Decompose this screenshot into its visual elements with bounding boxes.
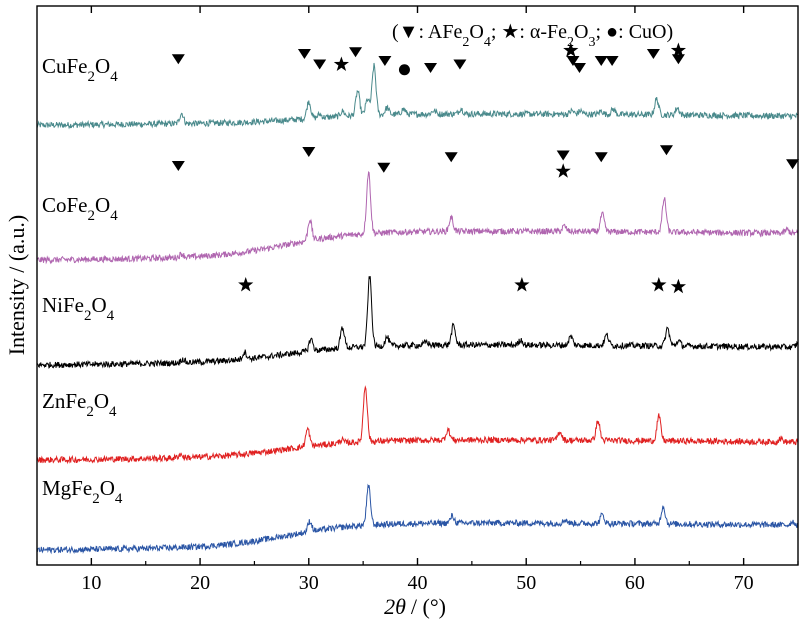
label-layer: CuFe2O4 CoFe2O4 NiFe2O4 ZnFe2O4 MgFe2O4 (42, 54, 123, 507)
peak-marker-fe2o3 (238, 277, 254, 292)
legend-symbol: ★ (501, 21, 519, 43)
series-line-4 (36, 385, 799, 465)
peak-marker-fe2o3 (333, 56, 349, 71)
y-axis-label: Intensity / (a.u.) (4, 215, 29, 356)
x-tick-label: 20 (190, 572, 210, 594)
peak-marker-afe2o4 (671, 54, 685, 65)
axes-layer: 10 20 30 40 50 60 70 (36, 5, 799, 594)
peak-marker-afe2o4 (453, 59, 467, 70)
legend: (▼: AFe2O4; ★: α-Fe2O3; ●: CuO) (392, 21, 673, 50)
peak-marker-afe2o4 (556, 150, 570, 161)
peak-marker-afe2o4 (594, 152, 608, 163)
series-label: CoFe2O4 (42, 193, 118, 224)
peak-marker-fe2o3 (563, 42, 579, 57)
peak-marker-afe2o4 (605, 56, 619, 66)
legend-text: (▼: AFe2O4; ★: α-Fe2O3; ●: CuO) (392, 21, 673, 50)
peak-marker-afe2o4 (378, 56, 392, 66)
x-axis-label-unit: / (°) (411, 594, 446, 619)
peak-marker-afe2o4 (572, 63, 586, 73)
x-tick-label: 50 (516, 572, 536, 594)
series-line-2 (36, 171, 799, 265)
peak-marker-afe2o4 (349, 47, 363, 58)
x-tick-label: 40 (408, 572, 428, 594)
series-line-1 (36, 62, 799, 130)
peak-marker-afe2o4 (424, 63, 438, 73)
peak-marker-fe2o3 (670, 42, 686, 57)
marker-layer (171, 42, 800, 294)
peak-marker-fe2o3 (555, 163, 571, 178)
x-axis-label: 2θ / (°) (384, 594, 446, 619)
peak-marker-cuo (398, 64, 410, 76)
series-label: NiFe2O4 (42, 293, 115, 324)
peak-marker-afe2o4 (594, 56, 608, 66)
x-tick-label: 70 (734, 572, 754, 594)
x-axis-label-symbol: 2θ (384, 594, 406, 619)
peak-marker-afe2o4 (444, 152, 458, 163)
peak-marker-afe2o4 (302, 147, 316, 157)
x-tick-label: 10 (81, 572, 101, 594)
peak-marker-afe2o4 (377, 162, 391, 173)
series-label: CuFe2O4 (42, 54, 118, 85)
peak-marker-afe2o4 (566, 56, 580, 66)
series-line-3 (36, 276, 799, 369)
peak-marker-afe2o4 (297, 49, 311, 59)
x-tick-label: 60 (625, 572, 645, 594)
peak-marker-afe2o4 (313, 59, 327, 70)
peak-marker-fe2o3 (670, 278, 686, 294)
peak-marker-afe2o4 (171, 54, 185, 65)
peak-marker-afe2o4 (646, 49, 660, 59)
series-layer (36, 62, 799, 555)
peak-marker-afe2o4 (171, 161, 185, 171)
x-tick-label: 30 (299, 572, 319, 594)
legend-symbol: ▼ (399, 21, 419, 43)
peak-marker-fe2o3 (514, 277, 530, 292)
legend-symbol: ● (606, 21, 618, 43)
series-label: ZnFe2O4 (42, 389, 117, 420)
peak-marker-afe2o4 (786, 159, 800, 170)
series-line-5 (36, 483, 799, 555)
series-label: MgFe2O4 (42, 476, 123, 507)
peak-marker-afe2o4 (659, 145, 673, 156)
peak-marker-fe2o3 (651, 277, 667, 292)
